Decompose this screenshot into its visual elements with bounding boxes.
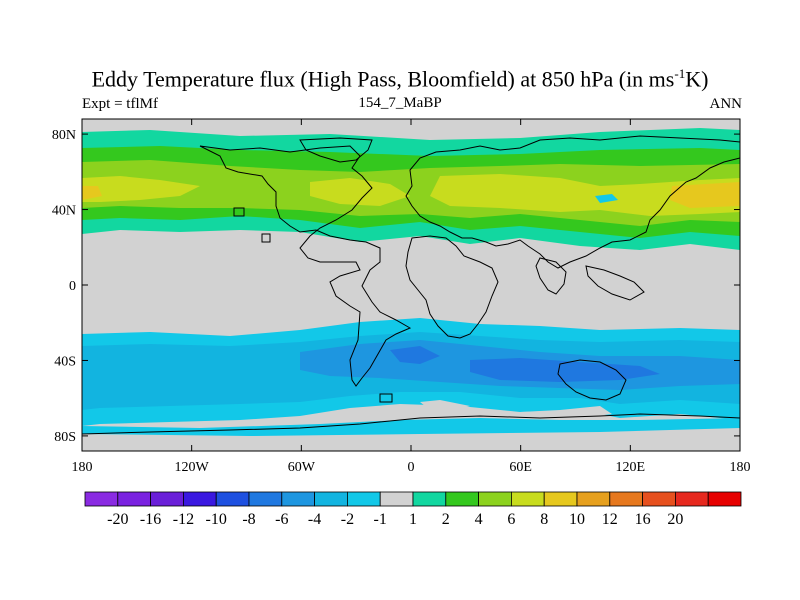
colorbar-label: 2 bbox=[442, 511, 450, 528]
colorbar-swatch bbox=[609, 491, 643, 507]
colorbar-label: -1 bbox=[374, 511, 387, 528]
small-island-1 bbox=[261, 233, 271, 243]
lat-tick-label: 80S bbox=[54, 430, 76, 445]
south-grey-patch bbox=[420, 400, 470, 410]
greenland-outline bbox=[299, 137, 373, 163]
colorbar-label: -12 bbox=[173, 511, 194, 528]
colorbar-label: -8 bbox=[242, 511, 255, 528]
india-outline bbox=[535, 257, 567, 295]
south-band-neg6 bbox=[390, 346, 660, 382]
lat-tick-label: 40N bbox=[52, 204, 76, 219]
run-label: 154_7_MaBP bbox=[358, 95, 442, 111]
colorbar-swatch bbox=[117, 491, 152, 507]
north-blue-spot bbox=[595, 194, 618, 203]
south-antarctic-strip bbox=[82, 418, 740, 436]
australia-outline bbox=[557, 359, 627, 401]
colorbar-label: 16 bbox=[635, 511, 651, 528]
south-grey-patch-2 bbox=[520, 406, 612, 418]
colorbar-label: -20 bbox=[107, 511, 128, 528]
colorbar-swatch bbox=[248, 491, 283, 507]
colorbar-label: 4 bbox=[475, 511, 483, 528]
colorbar-swatch bbox=[478, 491, 512, 507]
colorbar-label: 10 bbox=[569, 511, 585, 528]
colorbar-swatch bbox=[182, 491, 217, 507]
colorbar: -20 -16 -12 -10 -8 -6 -4 -2 -1 1 2 4 6 8 10 12 16 20 bbox=[84, 491, 742, 528]
colorbar-swatch bbox=[445, 491, 479, 507]
lon-tick-label: 180 bbox=[72, 460, 93, 475]
north-band-pos6-eur bbox=[430, 174, 740, 216]
colorbar-label: 20 bbox=[667, 511, 683, 528]
se-asia-outline bbox=[585, 265, 645, 301]
map-title: Eddy Temperature flux (High Pass, Bloomf… bbox=[91, 66, 709, 92]
colorbar-swatch bbox=[314, 491, 348, 507]
lon-tick-label: 120E bbox=[616, 460, 646, 475]
north-band-pos6-west bbox=[82, 176, 200, 202]
colorbar-swatch bbox=[543, 491, 578, 507]
small-island-2 bbox=[233, 207, 245, 217]
colorbar-label: 12 bbox=[602, 511, 618, 528]
north-band-pos8-west bbox=[82, 186, 102, 200]
colorbar-label: -10 bbox=[206, 511, 227, 528]
north-america-outline bbox=[199, 145, 412, 387]
colorbar-swatch bbox=[379, 491, 414, 507]
colorbar-swatch bbox=[707, 491, 742, 507]
colorbar-swatch bbox=[675, 491, 709, 507]
africa-outline bbox=[405, 235, 499, 339]
colorbar-swatch bbox=[510, 491, 545, 507]
lon-tick-label: 180 bbox=[730, 460, 751, 475]
lat-tick-label: 80N bbox=[52, 128, 76, 143]
lon-tick-label: 0 bbox=[408, 460, 415, 475]
north-band-pos6-atl bbox=[310, 178, 410, 206]
season-label: ANN bbox=[709, 96, 743, 112]
colorbar-swatch bbox=[346, 491, 381, 507]
colorbar-swatch bbox=[281, 491, 315, 507]
north-band-pos8-east bbox=[670, 182, 740, 208]
colorbar-label: -6 bbox=[275, 511, 288, 528]
experiment-label: Expt = tflMf bbox=[82, 96, 158, 112]
colorbar-swatch bbox=[576, 491, 611, 507]
colorbar-swatch bbox=[215, 491, 250, 507]
colorbar-swatch bbox=[84, 491, 119, 507]
colorbar-label: -16 bbox=[140, 511, 161, 528]
eurasia-outline bbox=[405, 135, 740, 269]
coastlines bbox=[82, 135, 740, 435]
colorbar-label: -2 bbox=[341, 511, 354, 528]
antarctica-outline bbox=[82, 413, 740, 435]
lat-tick-label: 40S bbox=[54, 354, 76, 369]
lat-tick-label: 0 bbox=[69, 279, 76, 294]
colorbar-label: 1 bbox=[409, 511, 417, 528]
latitude-axis: 80N 40N 0 40S 80S bbox=[52, 128, 740, 445]
colorbar-swatch bbox=[412, 491, 447, 507]
small-island-3 bbox=[379, 393, 393, 403]
colorbar-label: 6 bbox=[507, 511, 515, 528]
lon-tick-label: 60W bbox=[288, 460, 316, 475]
colorbar-label: 8 bbox=[540, 511, 548, 528]
lon-tick-label: 120W bbox=[175, 460, 210, 475]
colorbar-swatch bbox=[150, 491, 184, 507]
longitude-axis: 180 120W 60W 0 60E 120E 180 bbox=[72, 119, 751, 475]
lon-tick-label: 60E bbox=[509, 460, 532, 475]
colorbar-label: -4 bbox=[308, 511, 321, 528]
colorbar-swatch bbox=[642, 491, 676, 507]
